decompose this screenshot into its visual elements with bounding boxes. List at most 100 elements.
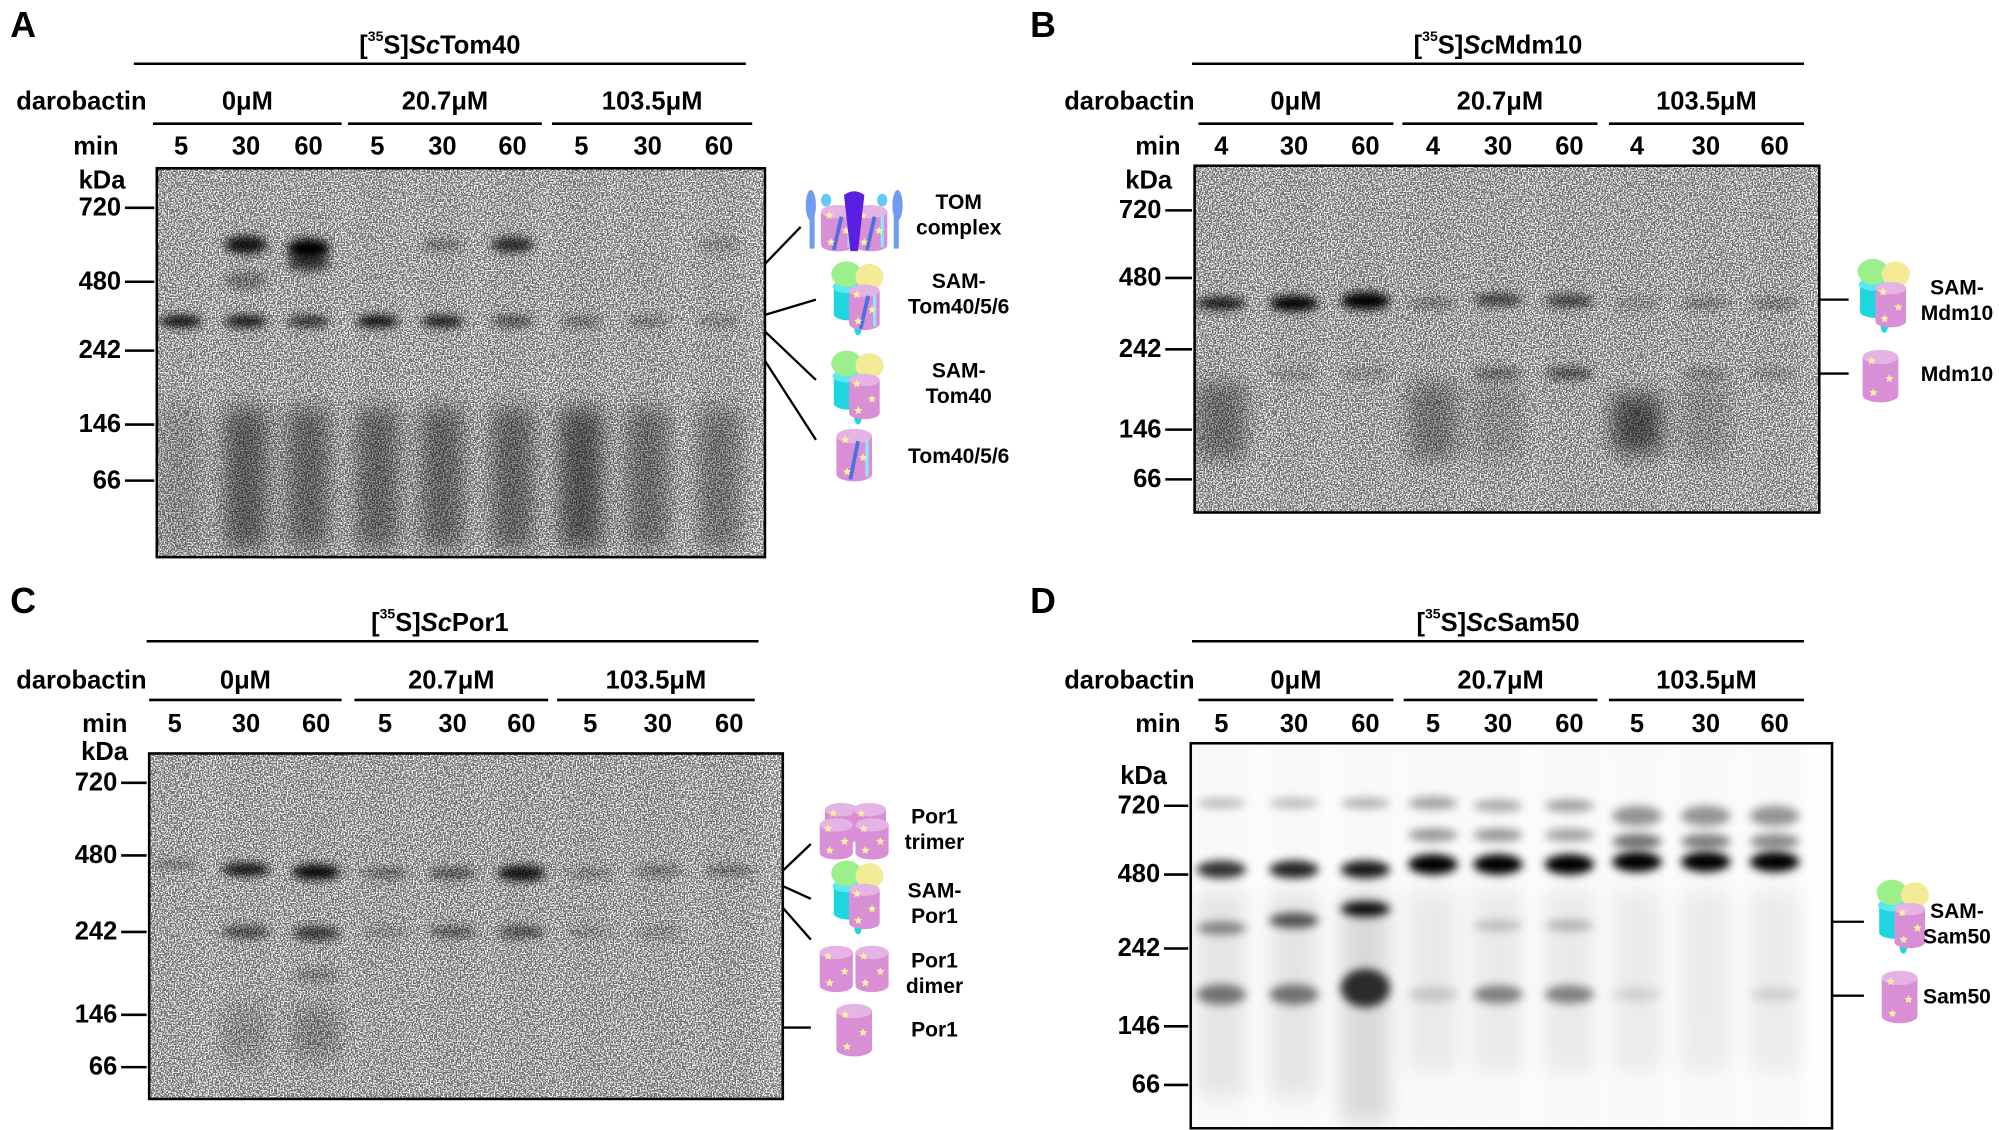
sam-complex-icon	[831, 350, 884, 425]
legend-pointer	[763, 360, 817, 441]
lane-smear	[1473, 892, 1523, 1071]
legend-label-line: dimer	[905, 975, 964, 998]
lane-time-label: 30	[1691, 710, 1720, 739]
lane-time-label: 4	[1425, 132, 1441, 161]
gel-band	[1196, 984, 1247, 1005]
legend-label-line: SAM-	[931, 359, 986, 383]
gel-band	[1473, 799, 1523, 813]
legend-label-line: Por1	[911, 949, 958, 973]
lane-time-label: 30	[438, 710, 467, 739]
mw-marker-label: 146	[1118, 415, 1162, 444]
isotope-element: S	[383, 31, 401, 60]
lane-time-label: 30	[1279, 710, 1309, 739]
legend-pointer	[764, 226, 802, 265]
protein: Sam50	[1497, 609, 1580, 638]
lane-time-label: 5	[173, 132, 189, 161]
barrel-complex-icon	[836, 1003, 873, 1057]
mw-marker-label: 242	[1118, 335, 1162, 364]
time-label: min	[1135, 132, 1181, 161]
legend-label-line: Por1	[911, 805, 958, 829]
treatment-label: darobactin	[16, 87, 147, 117]
legend-label-line: Tom40/5/6	[908, 444, 1010, 468]
legend-label-line: trimer	[904, 830, 965, 854]
kda-label: kDa	[1120, 762, 1167, 791]
mw-marker-label: 146	[1117, 1012, 1161, 1041]
legend-pointer	[781, 906, 812, 941]
lane-smear	[1749, 892, 1800, 1071]
panel-title: [35S]ScPor1	[371, 606, 509, 638]
gel-band	[1612, 805, 1662, 827]
gel-band	[1196, 860, 1247, 879]
legend-label: SAM- Mdm10	[1921, 277, 1993, 327]
mw-marker-label: 480	[1117, 860, 1161, 889]
gel-band	[1269, 860, 1319, 879]
legend-label: Mdm10	[1921, 363, 1993, 388]
legend-label-line: Por1	[911, 1018, 958, 1042]
lane-time-label: 60	[1351, 132, 1380, 161]
gel-band	[1681, 805, 1731, 827]
kda-label: kDa	[78, 167, 126, 196]
trimer-complex-icon	[819, 802, 889, 860]
legend-label-line: SAM-	[931, 270, 986, 294]
legend-pointer	[764, 298, 817, 316]
isotope-mass: 35	[367, 29, 384, 45]
mw-marker-label: 720	[1118, 196, 1162, 225]
concentration-label: 0μM	[221, 87, 273, 117]
lane-time-label: 60	[1760, 132, 1789, 161]
sam-complex-icon	[1857, 258, 1910, 333]
lane-time-label: 30	[1691, 132, 1720, 161]
legend-label-line: SAM-	[1930, 276, 1984, 300]
isotope-mass: 35	[1422, 29, 1438, 45]
lane-time-label: 5	[1629, 710, 1645, 739]
legend-label-line: Mdm10	[1920, 301, 1994, 325]
species: Sc	[1463, 31, 1495, 60]
barrel-complex-icon	[1862, 349, 1899, 403]
gel-image	[156, 168, 765, 558]
mw-marker-label: 242	[78, 336, 122, 365]
legend-label: SAM- Sam50	[1923, 900, 1991, 950]
panel-title: [35S]ScSam50	[1416, 606, 1580, 638]
kda-label: kDa	[1125, 167, 1173, 196]
sam-complex-icon	[831, 860, 884, 935]
lane-smear	[1408, 892, 1458, 1071]
concentration-label: 20.7μM	[1456, 87, 1544, 117]
legend-label-line: Mdm10	[1920, 363, 1994, 387]
lane-time-label: 60	[301, 710, 331, 739]
concentration-label: 0μM	[1270, 87, 1322, 117]
legend-label: Por1 trimer	[905, 806, 965, 856]
legend-pointer	[782, 885, 812, 900]
concentration-label: 103.5μM	[1656, 87, 1757, 117]
concentration-label: 103.5μM	[601, 87, 703, 117]
gel-band	[1681, 833, 1731, 850]
gel-band	[1269, 984, 1319, 1005]
mw-marker-label: 480	[74, 841, 118, 870]
mw-marker-label: 66	[1131, 1070, 1161, 1099]
panel-letter: B	[1030, 5, 1056, 45]
lane-time-label: 5	[377, 710, 393, 739]
concentration-label: 20.7μM	[408, 666, 495, 695]
legend-label: SAM- Tom40	[926, 360, 992, 410]
lane-time-label: 60	[498, 132, 527, 161]
gel-image	[1190, 743, 1833, 1129]
gel-band	[1340, 968, 1391, 1008]
lane-time-label: 30	[1279, 132, 1309, 161]
mw-marker-label: 480	[78, 267, 122, 296]
mw-marker-label: 66	[1133, 465, 1162, 494]
lane-time-label: 60	[294, 132, 323, 161]
lane-time-label: 60	[1760, 710, 1789, 739]
barrel-complex-icon	[1881, 970, 1918, 1024]
mw-marker-label: 66	[88, 1053, 118, 1082]
gel-band	[1681, 851, 1731, 873]
panel-title: [35S]ScTom40	[359, 29, 521, 60]
gel-noise	[1194, 165, 1820, 513]
species: Sc	[1466, 609, 1498, 638]
isotope-mass: 35	[1424, 606, 1441, 623]
lane-smear	[1612, 892, 1662, 1071]
legend-label-line: TOM	[935, 191, 982, 215]
gel-band	[1749, 805, 1800, 827]
gel-band	[1612, 986, 1662, 1003]
lane-time-label: 60	[1351, 710, 1380, 739]
mw-marker-label: 66	[92, 466, 122, 495]
gel-band	[1269, 912, 1319, 929]
